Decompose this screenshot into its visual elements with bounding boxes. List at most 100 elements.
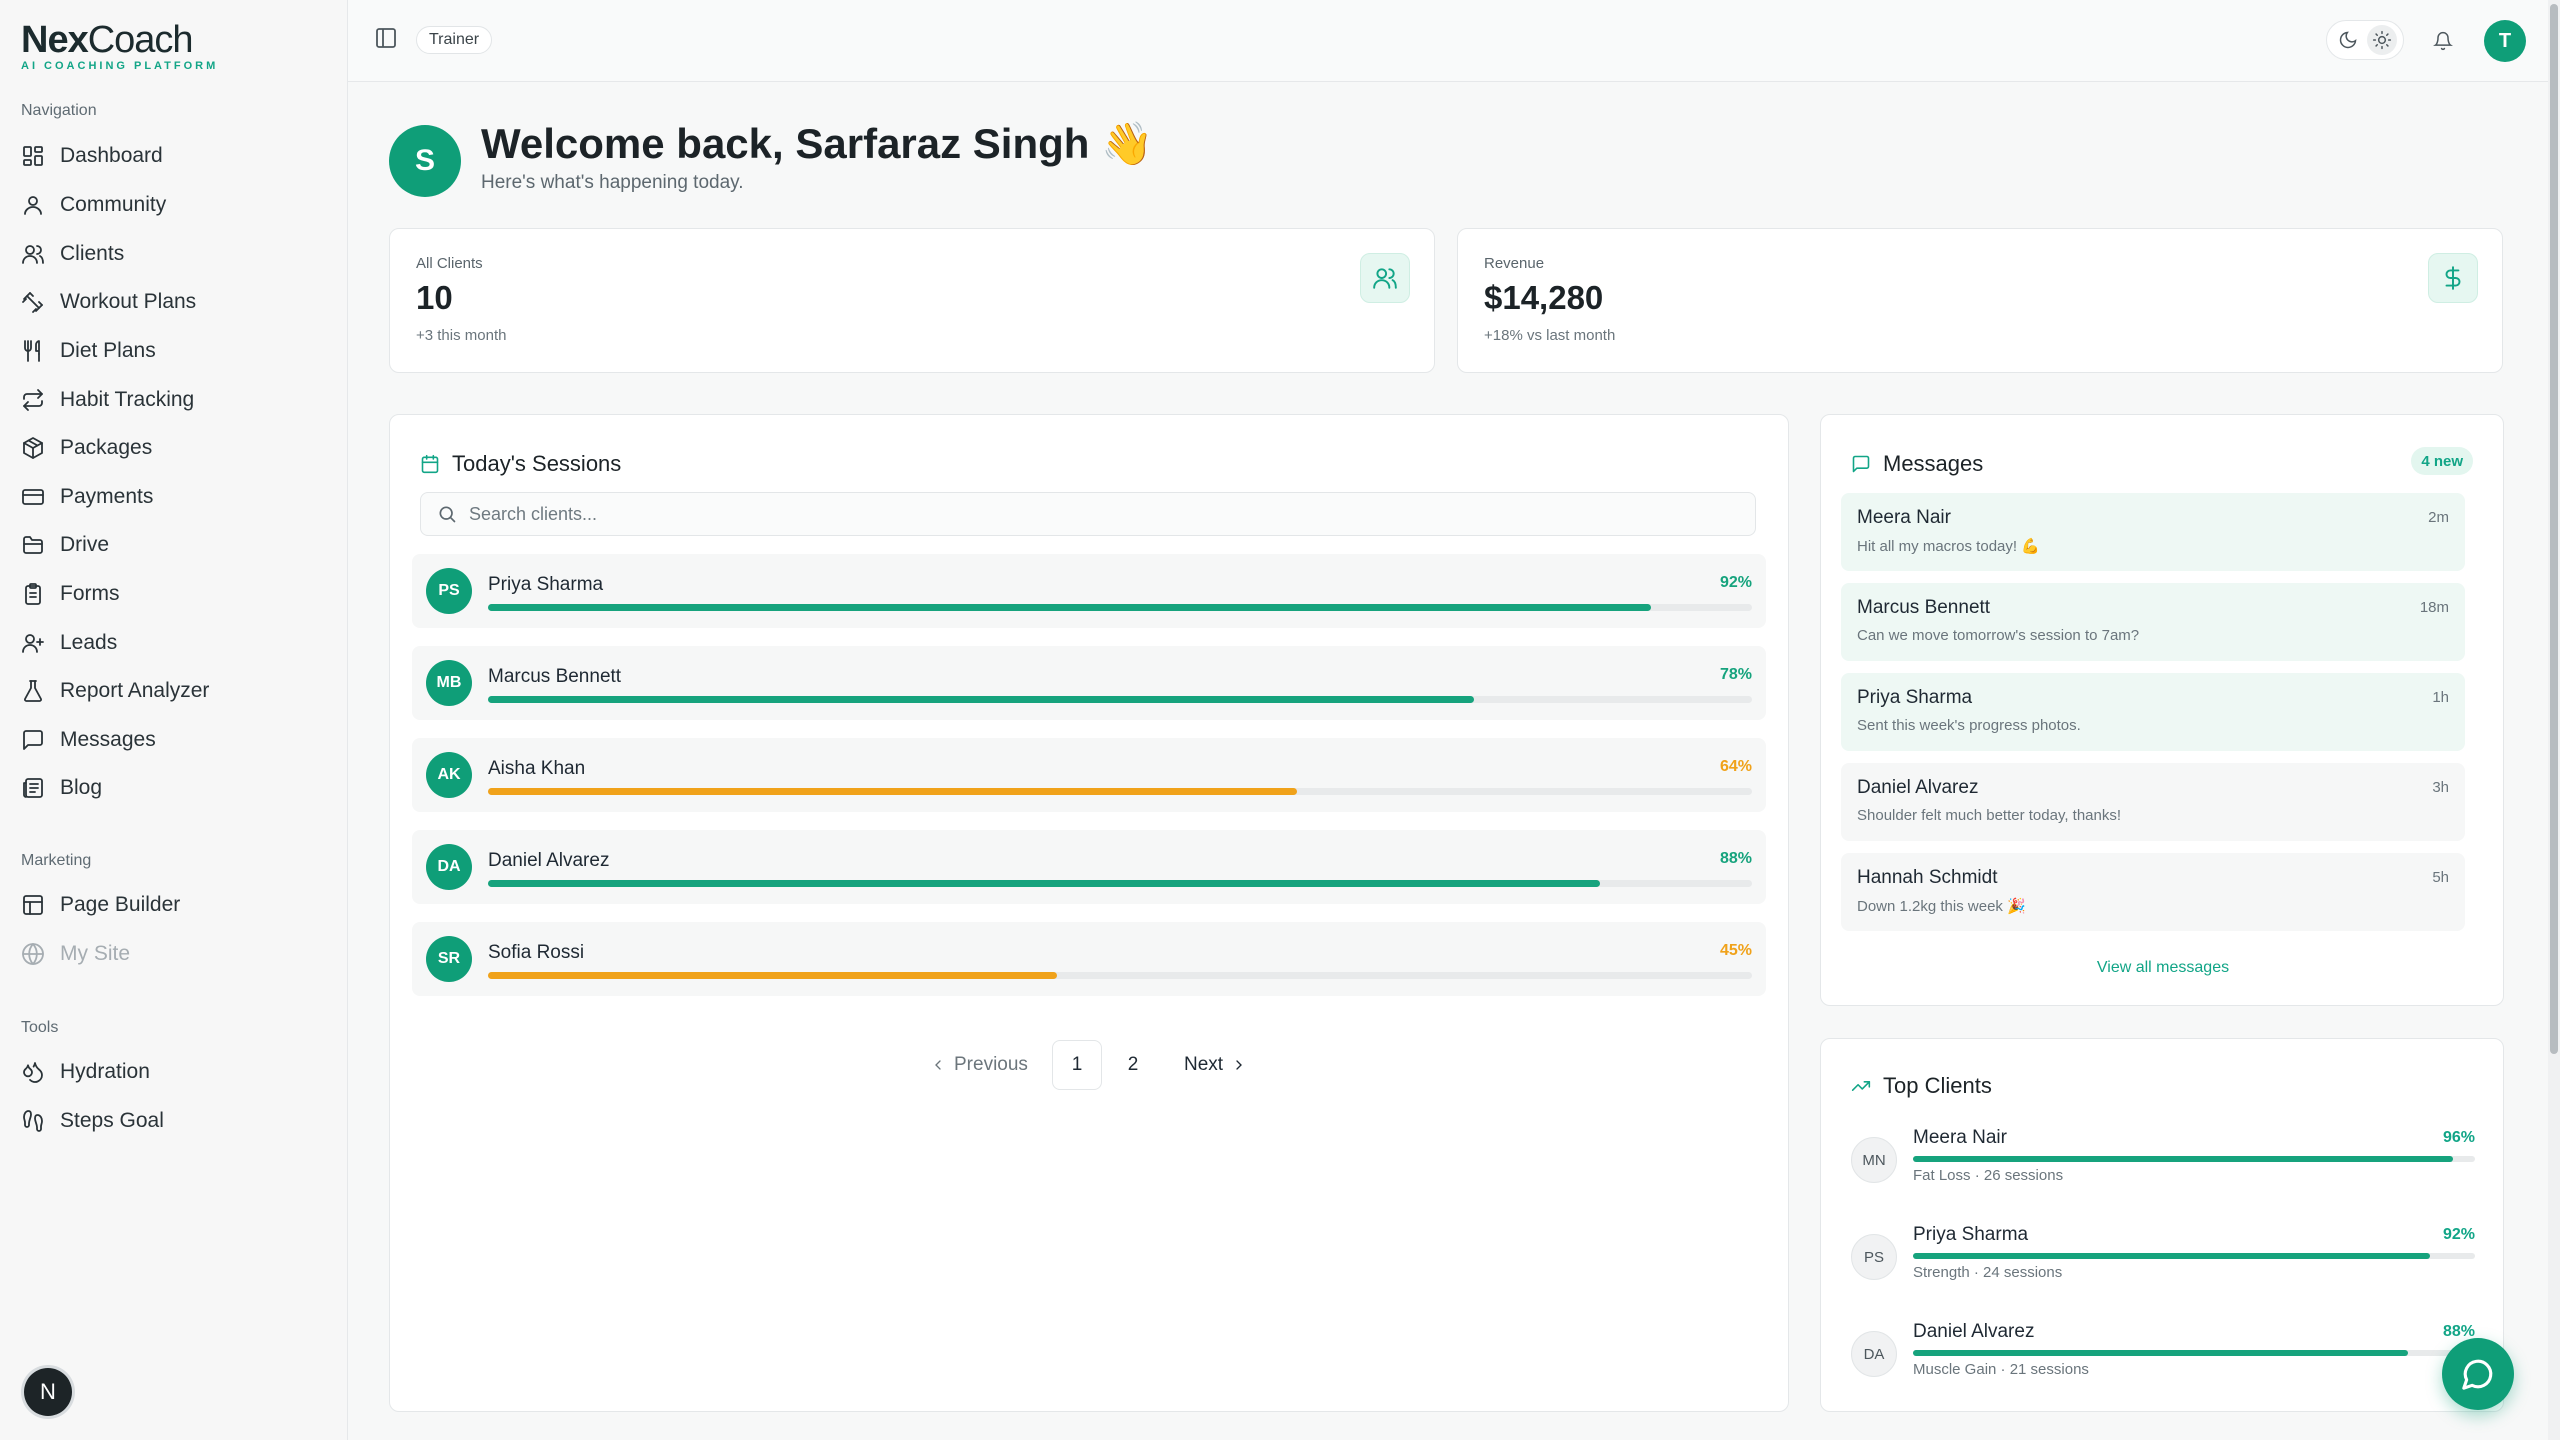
chat-fab-button[interactable]	[2442, 1338, 2514, 1410]
session-row[interactable]: PS Priya Sharma 92%	[412, 554, 1766, 628]
newspaper-icon	[20, 775, 46, 801]
tools-section-label: Tools	[21, 1019, 59, 1036]
trending-up-icon	[1851, 1081, 1871, 1091]
sidebar-item-page-builder[interactable]: Page Builder	[20, 885, 180, 925]
progress-track	[488, 696, 1752, 703]
sidebar-item-drive[interactable]: Drive	[20, 525, 109, 565]
user-avatar[interactable]: T	[2484, 20, 2526, 62]
flask-icon	[20, 678, 46, 704]
previous-button[interactable]: Previous	[930, 1054, 1028, 1076]
users-icon	[1360, 253, 1410, 303]
view-all-messages-link[interactable]: View all messages	[2096, 959, 2230, 976]
chevron-left-icon	[935, 1060, 941, 1070]
pagination: Previous 1 2 Next	[0, 1040, 2560, 1090]
message-item[interactable]: Priya Sharma Sent this week's progress p…	[1841, 673, 2465, 751]
page-scrollbar[interactable]	[2548, 0, 2560, 1440]
progress-track	[1913, 1156, 2475, 1162]
logo-bold: Nex	[21, 19, 89, 61]
new-messages-badge: 4 new	[2411, 447, 2473, 475]
page-2-button[interactable]: 2	[1127, 1054, 1139, 1075]
progress-track	[488, 604, 1752, 611]
sidebar-item-forms[interactable]: Forms	[20, 574, 120, 614]
sidebar-item-hydration[interactable]: Hydration	[20, 1052, 150, 1092]
sidebar-item-workout-plans[interactable]: Workout Plans	[20, 282, 196, 322]
stat-sub: +3 this month	[416, 327, 507, 344]
sidebar-item-community[interactable]: Community	[20, 185, 166, 225]
progress-track	[1913, 1350, 2475, 1356]
progress-fill	[488, 880, 1601, 887]
sidebar-item-report-analyzer[interactable]: Report Analyzer	[20, 671, 209, 711]
logo-tagline: AI COACHING PLATFORM	[21, 60, 219, 72]
stat-card-revenue[interactable]: Revenue $14,280 +18% vs last month	[1457, 228, 2503, 373]
message-time: 2m	[2428, 509, 2449, 526]
client-name: Priya Sharma	[1913, 1224, 2029, 1245]
session-row[interactable]: MB Marcus Bennett 78%	[412, 646, 1766, 720]
sidebar-item-messages[interactable]: Messages	[20, 720, 156, 760]
progress-fill	[488, 788, 1297, 795]
client-program: Muscle Gain · 21 sessions	[1913, 1361, 2089, 1378]
stat-label: Revenue	[1484, 255, 1545, 272]
message-sender: Marcus Bennett	[1857, 597, 1991, 618]
sidebar-item-habit-tracking[interactable]: Habit Tracking	[20, 380, 194, 420]
sidebar-item-my-site[interactable]: My Site	[20, 934, 130, 974]
footprints-icon	[20, 1108, 46, 1134]
sidebar-item-steps-goal[interactable]: Steps Goal	[20, 1101, 164, 1141]
session-row[interactable]: AK Aisha Khan 64%	[412, 738, 1766, 812]
sidebar-item-dashboard[interactable]: Dashboard	[20, 136, 163, 176]
workspace-badge[interactable]: N	[24, 1368, 72, 1416]
top-client-item[interactable]: MN Meera Nair 96% Fat Loss · 26 sessions	[1851, 1127, 2475, 1207]
nav-section-label: Navigation	[21, 102, 97, 119]
next-button[interactable]: Next	[1184, 1054, 1247, 1076]
page-1-button[interactable]: 1	[1052, 1040, 1102, 1090]
stat-sub: +18% vs last month	[1484, 327, 1616, 344]
progress-fill	[488, 604, 1651, 611]
sidebar-item-packages[interactable]: Packages	[20, 428, 152, 468]
sidebar-item-label: Diet Plans	[60, 339, 156, 362]
sidebar-toggle-icon[interactable]	[374, 26, 402, 54]
message-sender: Hannah Schmidt	[1857, 867, 1998, 888]
sidebar-item-diet-plans[interactable]: Diet Plans	[20, 331, 156, 371]
sidebar-item-payments[interactable]: Payments	[20, 477, 153, 517]
sidebar-item-clients[interactable]: Clients	[20, 234, 124, 274]
dollar-icon	[2428, 253, 2478, 303]
progress-fill	[488, 696, 1474, 703]
sidebar-item-leads[interactable]: Leads	[20, 623, 117, 663]
session-percent: 78%	[1719, 666, 1752, 683]
session-row[interactable]: DA Daniel Alvarez 88%	[412, 830, 1766, 904]
logo[interactable]: NexCoach AI COACHING PLATFORM	[21, 20, 218, 72]
sidebar-item-label: Dashboard	[60, 144, 163, 167]
session-row[interactable]: SR Sofia Rossi 45%	[412, 922, 1766, 996]
chat-bubble-icon	[2462, 1359, 2493, 1390]
top-client-item[interactable]: PS Priya Sharma 92% Strength · 24 sessio…	[1851, 1224, 2475, 1304]
progress-fill	[1913, 1156, 2453, 1162]
message-item[interactable]: Daniel Alvarez Shoulder felt much better…	[1841, 763, 2465, 841]
package-icon	[20, 435, 46, 461]
message-time: 3h	[2432, 779, 2449, 796]
message-item[interactable]: Meera Nair Hit all my macros today! 💪 2m	[1841, 493, 2465, 571]
message-item[interactable]: Hannah Schmidt Down 1.2kg this week 🎉 5h	[1841, 853, 2465, 931]
stat-card-clients[interactable]: All Clients 10 +3 this month	[389, 228, 1435, 373]
message-sender: Priya Sharma	[1857, 687, 1973, 708]
stat-value: 10	[416, 279, 453, 316]
scrollbar-thumb[interactable]	[2550, 4, 2558, 1054]
droplet-icon	[20, 1059, 46, 1085]
calendar-icon	[421, 454, 439, 474]
progress-fill	[488, 972, 1057, 979]
message-icon	[1852, 455, 1870, 473]
session-percent: 45%	[1719, 942, 1752, 959]
user-plus-icon	[20, 630, 46, 656]
sessions-card: Today's Sessions PS Priya Sharma 92% MB …	[389, 414, 1789, 1412]
welcome-avatar: S	[389, 125, 461, 197]
sidebar-item-label: Workout Plans	[60, 290, 197, 313]
message-item[interactable]: Marcus Bennett Can we move tomorrow's se…	[1841, 583, 2465, 661]
search-input[interactable]	[469, 503, 1669, 525]
theme-toggle[interactable]	[2326, 20, 2404, 60]
sidebar-item-label: Clients	[60, 242, 125, 265]
sidebar-item-blog[interactable]: Blog	[20, 768, 102, 808]
bell-icon[interactable]	[2428, 26, 2458, 56]
sidebar-item-label: Page Builder	[60, 893, 181, 916]
sun-icon[interactable]	[2367, 25, 2397, 55]
moon-icon[interactable]	[2333, 25, 2363, 55]
top-client-item[interactable]: DA Daniel Alvarez 88% Muscle Gain · 21 s…	[1851, 1321, 2475, 1401]
page-title: Welcome back, Sarfaraz Singh 👋	[481, 120, 1154, 167]
